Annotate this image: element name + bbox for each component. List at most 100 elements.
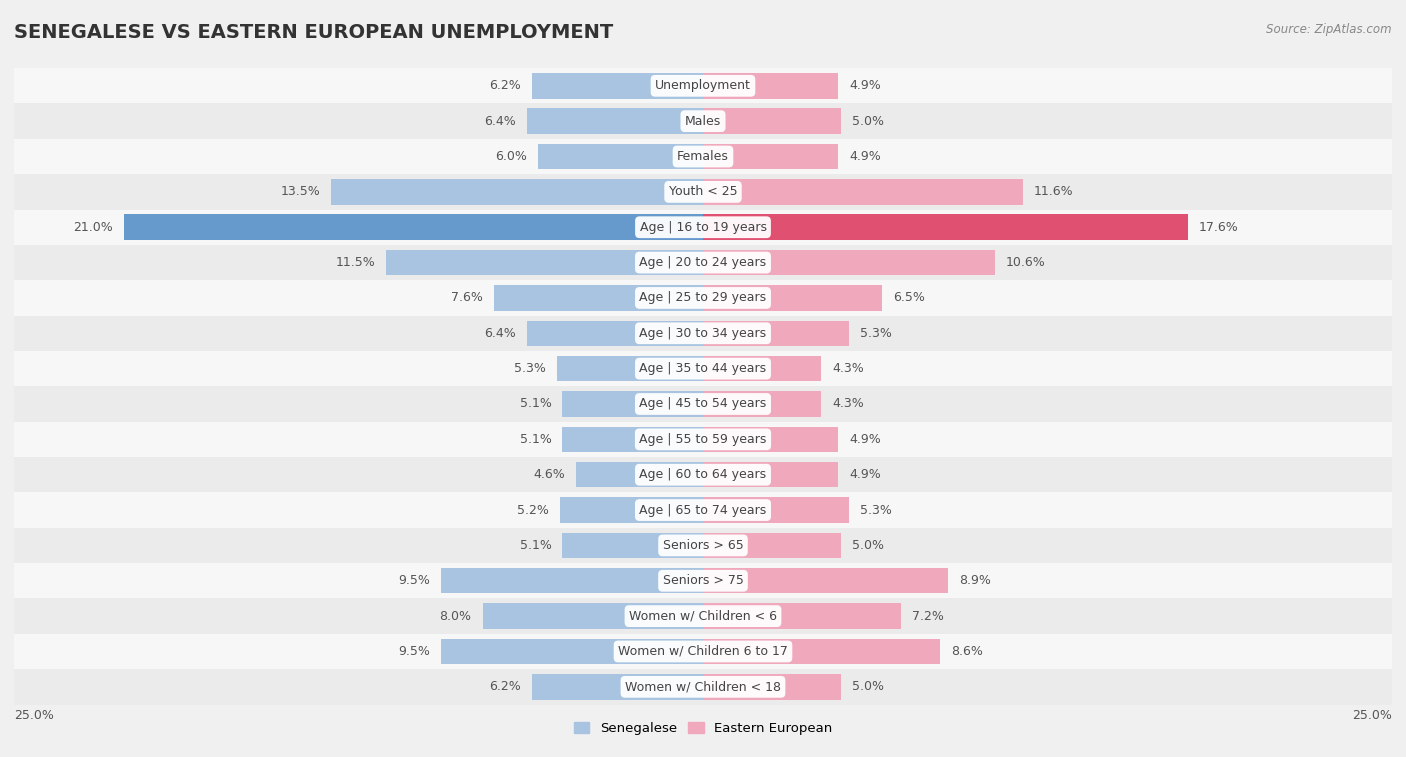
Bar: [562, 427, 703, 452]
Text: 4.3%: 4.3%: [832, 362, 865, 375]
Bar: [537, 144, 703, 170]
Text: Age | 16 to 19 years: Age | 16 to 19 years: [640, 221, 766, 234]
Bar: [494, 285, 703, 310]
Bar: [562, 533, 703, 558]
Text: 5.3%: 5.3%: [860, 503, 891, 516]
Bar: [703, 427, 838, 452]
Text: 5.1%: 5.1%: [520, 397, 551, 410]
Text: 17.6%: 17.6%: [1199, 221, 1239, 234]
Text: Youth < 25: Youth < 25: [669, 185, 737, 198]
Text: Age | 55 to 59 years: Age | 55 to 59 years: [640, 433, 766, 446]
Text: 6.4%: 6.4%: [484, 327, 516, 340]
Bar: [703, 179, 1022, 204]
Text: Age | 35 to 44 years: Age | 35 to 44 years: [640, 362, 766, 375]
Text: 4.6%: 4.6%: [533, 469, 565, 481]
Text: 5.1%: 5.1%: [520, 433, 551, 446]
Bar: [703, 462, 838, 488]
Text: 6.0%: 6.0%: [495, 150, 527, 163]
Bar: [703, 533, 841, 558]
Text: 4.9%: 4.9%: [849, 79, 880, 92]
Text: Age | 60 to 64 years: Age | 60 to 64 years: [640, 469, 766, 481]
Text: 5.1%: 5.1%: [520, 539, 551, 552]
Text: Women w/ Children < 18: Women w/ Children < 18: [626, 681, 780, 693]
Bar: [14, 351, 1392, 386]
Text: Seniors > 75: Seniors > 75: [662, 575, 744, 587]
Text: 5.3%: 5.3%: [515, 362, 546, 375]
Text: 7.6%: 7.6%: [451, 291, 482, 304]
Bar: [14, 68, 1392, 104]
Bar: [531, 73, 703, 98]
Text: 13.5%: 13.5%: [280, 185, 321, 198]
Bar: [14, 316, 1392, 351]
Bar: [703, 639, 941, 664]
Text: 10.6%: 10.6%: [1007, 256, 1046, 269]
Text: 4.9%: 4.9%: [849, 469, 880, 481]
Text: 7.2%: 7.2%: [912, 609, 945, 622]
Text: Females: Females: [678, 150, 728, 163]
Bar: [557, 356, 703, 382]
Bar: [330, 179, 703, 204]
Text: Age | 30 to 34 years: Age | 30 to 34 years: [640, 327, 766, 340]
Bar: [703, 568, 948, 593]
Bar: [14, 422, 1392, 457]
Text: 8.9%: 8.9%: [959, 575, 991, 587]
Bar: [14, 634, 1392, 669]
Text: Women w/ Children < 6: Women w/ Children < 6: [628, 609, 778, 622]
Bar: [703, 603, 901, 629]
Text: 5.0%: 5.0%: [852, 539, 884, 552]
Bar: [527, 320, 703, 346]
Bar: [387, 250, 703, 276]
Bar: [560, 497, 703, 523]
Text: Age | 45 to 54 years: Age | 45 to 54 years: [640, 397, 766, 410]
Text: 25.0%: 25.0%: [14, 709, 53, 721]
Bar: [703, 144, 838, 170]
Bar: [703, 497, 849, 523]
Text: Seniors > 65: Seniors > 65: [662, 539, 744, 552]
Bar: [14, 245, 1392, 280]
Bar: [14, 139, 1392, 174]
Text: 5.2%: 5.2%: [517, 503, 548, 516]
Text: 6.2%: 6.2%: [489, 681, 522, 693]
Bar: [14, 563, 1392, 599]
Bar: [14, 174, 1392, 210]
Text: 4.3%: 4.3%: [832, 397, 865, 410]
Text: 6.4%: 6.4%: [484, 114, 516, 128]
Bar: [482, 603, 703, 629]
Bar: [703, 356, 821, 382]
Text: 9.5%: 9.5%: [398, 645, 430, 658]
Bar: [703, 285, 882, 310]
Text: Source: ZipAtlas.com: Source: ZipAtlas.com: [1267, 23, 1392, 36]
Text: 11.6%: 11.6%: [1033, 185, 1073, 198]
Bar: [14, 669, 1392, 705]
Bar: [703, 391, 821, 416]
Text: 6.5%: 6.5%: [893, 291, 925, 304]
Text: SENEGALESE VS EASTERN EUROPEAN UNEMPLOYMENT: SENEGALESE VS EASTERN EUROPEAN UNEMPLOYM…: [14, 23, 613, 42]
Bar: [703, 250, 995, 276]
Bar: [14, 386, 1392, 422]
Bar: [703, 320, 849, 346]
Legend: Senegalese, Eastern European: Senegalese, Eastern European: [568, 716, 838, 740]
Bar: [441, 568, 703, 593]
Text: 5.3%: 5.3%: [860, 327, 891, 340]
Text: 8.6%: 8.6%: [950, 645, 983, 658]
Bar: [14, 210, 1392, 245]
Text: 21.0%: 21.0%: [73, 221, 114, 234]
Bar: [703, 73, 838, 98]
Bar: [14, 457, 1392, 492]
Bar: [14, 528, 1392, 563]
Text: 9.5%: 9.5%: [398, 575, 430, 587]
Bar: [576, 462, 703, 488]
Text: Women w/ Children 6 to 17: Women w/ Children 6 to 17: [619, 645, 787, 658]
Text: 4.9%: 4.9%: [849, 150, 880, 163]
Bar: [441, 639, 703, 664]
Text: 5.0%: 5.0%: [852, 114, 884, 128]
Text: 25.0%: 25.0%: [1353, 709, 1392, 721]
Text: Age | 25 to 29 years: Age | 25 to 29 years: [640, 291, 766, 304]
Bar: [703, 108, 841, 134]
Bar: [124, 214, 703, 240]
Bar: [14, 492, 1392, 528]
Text: Age | 20 to 24 years: Age | 20 to 24 years: [640, 256, 766, 269]
Text: Unemployment: Unemployment: [655, 79, 751, 92]
Bar: [14, 280, 1392, 316]
Text: Age | 65 to 74 years: Age | 65 to 74 years: [640, 503, 766, 516]
